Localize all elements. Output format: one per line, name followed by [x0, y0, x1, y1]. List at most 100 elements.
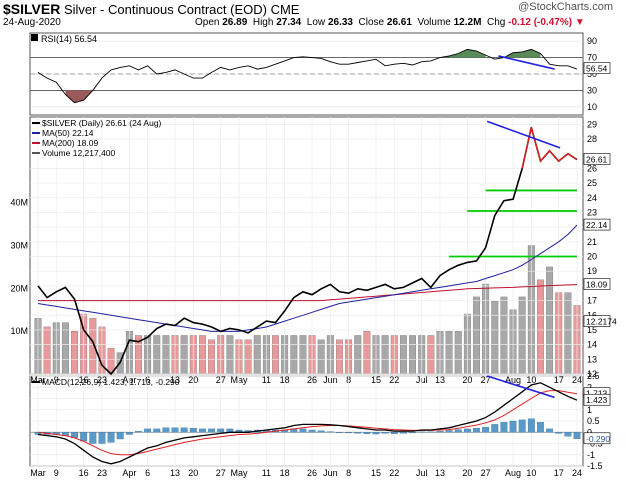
macd-histogram-bar — [500, 421, 508, 433]
price-tick-label: 23 — [587, 207, 597, 217]
volume-bar — [354, 335, 362, 375]
volume-bar — [399, 335, 407, 375]
chart-date: 24-Aug-2020 — [3, 17, 61, 28]
open-value: 26.89 — [222, 17, 248, 28]
macd-hist-last-value: -0.290 — [586, 434, 610, 444]
volume-bar — [409, 335, 416, 375]
low-label: Low — [306, 17, 326, 28]
macd-histogram-bar — [555, 432, 563, 434]
volume-bar — [445, 331, 453, 375]
rsi-tick-label: 30 — [587, 85, 597, 95]
rsi-tick-label: 10 — [587, 102, 597, 112]
macd-histogram-bar — [546, 428, 554, 433]
macd-histogram-bar — [217, 428, 225, 433]
macd-tick-label: -1 — [587, 450, 595, 460]
volume-tick-label: 30M — [10, 241, 28, 251]
price-line — [37, 127, 578, 376]
symbol: $SILVER — [3, 1, 61, 17]
macd-histogram-bar — [399, 432, 407, 434]
price-legend-entry: MA(200) 18.09 — [42, 138, 98, 148]
volume-label: Volume — [417, 17, 451, 28]
macd-x-tick-label: 13 — [435, 468, 445, 478]
ma50-last-value: 22.14 — [586, 220, 608, 230]
price-last-value: 26.61 — [586, 154, 608, 164]
price-tick-label: 17 — [587, 296, 597, 306]
macd-tick-label: 2.5 — [587, 371, 600, 381]
ma200-line — [38, 284, 578, 302]
macd-histogram-bar — [491, 424, 499, 433]
macd-x-tick-label: 23 — [97, 468, 107, 478]
price-tick-label: 20 — [587, 252, 597, 262]
macd-x-tick-label: 22 — [389, 468, 399, 478]
volume-bar — [500, 296, 508, 375]
macd-x-tick-label: 27 — [216, 468, 226, 478]
macd-x-tick-label: 20 — [462, 468, 472, 478]
volume-bar — [454, 331, 462, 375]
high-label: High — [252, 17, 274, 28]
rsi-last-value: 56.54 — [586, 64, 608, 74]
recent-price-highlight — [521, 127, 578, 169]
open-label: Open — [195, 17, 220, 28]
macd-histogram-bar — [564, 432, 572, 437]
macd-histogram-bar — [509, 420, 517, 433]
macd-histogram-bar — [518, 419, 526, 433]
macd-histogram-bar — [390, 432, 398, 434]
volume-tick-label: 20M — [10, 283, 28, 293]
exchange: CME — [270, 2, 300, 17]
macd-histogram-bar — [107, 432, 115, 443]
macd-histogram-bar — [527, 418, 535, 433]
macd-histogram-bar — [326, 431, 334, 433]
volume-bar — [199, 335, 206, 375]
price-tick-label: 12 — [587, 369, 597, 379]
rsi-tick-label: 50 — [587, 69, 597, 79]
macd-histogram-bar — [409, 432, 416, 434]
macd-last-value: 1.423 — [586, 395, 608, 405]
macd-histogram-bar — [427, 431, 435, 433]
chg-value: -0.12 (-0.47%) — [508, 17, 573, 28]
macd-histogram-bar — [418, 431, 426, 433]
macd-tick-label: -1.5 — [587, 461, 603, 471]
low-value: 26.33 — [327, 17, 353, 28]
rsi-legend: RSI(14) 56.54 — [41, 34, 97, 44]
volume-bar — [518, 296, 526, 375]
macd-x-tick-label: 6 — [145, 468, 150, 478]
macd-last-value-box — [583, 393, 611, 406]
macd-histogram-bar — [363, 432, 371, 434]
macd-tick-label: 0.5 — [587, 416, 600, 426]
rsi-tick-label: 70 — [587, 53, 597, 63]
macd-x-tick-label: 18 — [280, 468, 290, 478]
macd-trendline — [486, 375, 555, 399]
macd-x-tick-label: 16 — [79, 468, 89, 478]
macd-histogram-bar — [171, 427, 179, 433]
macd-histogram-bar — [445, 430, 453, 433]
volume-bar — [473, 296, 480, 375]
price-tick-label: 24 — [587, 193, 597, 203]
macd-x-tick-label: May — [230, 468, 248, 478]
price-tick-label: 28 — [587, 134, 597, 144]
ma200-last-value-box — [583, 278, 611, 290]
chg-label: Chg — [486, 17, 506, 28]
volume-bar — [381, 335, 389, 375]
price-tick-label: 13 — [587, 354, 597, 364]
price-trendline — [486, 120, 561, 149]
down-arrow-icon: ▼ — [574, 17, 585, 28]
rsi-legend-icon — [31, 34, 38, 41]
price-legend-entry: $SILVER (Daily) 26.61 (24 Aug) — [42, 118, 162, 128]
price-legend-entry: Volume 12,217,400 — [42, 148, 116, 158]
macd-x-tick-label: 20 — [188, 468, 198, 478]
brand-watermark: @StockCharts.com — [518, 1, 613, 13]
macd-histogram-bar — [98, 432, 106, 444]
price-tick-label: 29 — [587, 119, 597, 129]
volume-bar — [290, 335, 298, 375]
ma50-line — [37, 224, 578, 332]
macd-histogram-bar — [454, 429, 462, 433]
volume-bar — [162, 335, 170, 375]
price-tick-label: 25 — [587, 178, 597, 188]
volume-bar — [491, 301, 499, 375]
macd-histogram-bar — [573, 432, 581, 439]
rsi-last-value-box — [583, 62, 611, 74]
macd-histogram-bar — [162, 427, 170, 433]
price-tick-label: 21 — [587, 237, 597, 247]
rsi-tick-label: 90 — [587, 36, 597, 46]
price-tick-label: 14 — [587, 340, 597, 350]
